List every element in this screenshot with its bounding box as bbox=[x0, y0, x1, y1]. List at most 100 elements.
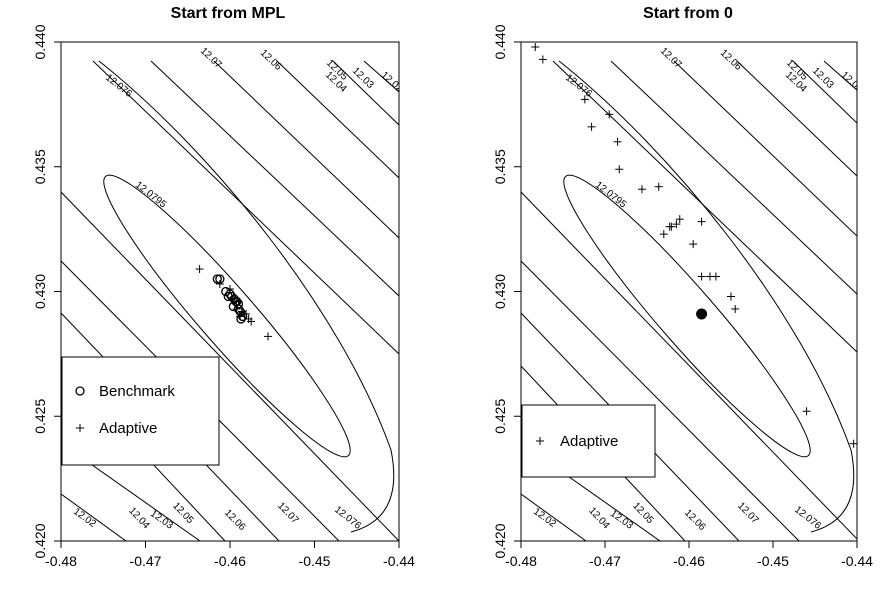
legend: Adaptive bbox=[521, 404, 656, 478]
adaptive-point bbox=[675, 215, 684, 224]
contour-line bbox=[736, 60, 857, 177]
adaptive-point bbox=[727, 292, 735, 301]
contour-label: 12.03 bbox=[350, 66, 376, 92]
contour-line-12-076 bbox=[558, 60, 855, 533]
contour-label: 12.02 bbox=[379, 70, 405, 95]
adaptive-point bbox=[226, 285, 234, 294]
x-tick-label: -0.47 bbox=[130, 553, 162, 569]
highlight-point bbox=[696, 308, 708, 320]
adaptive-point bbox=[711, 272, 720, 281]
contour-line bbox=[276, 60, 399, 179]
legend-label: Benchmark bbox=[99, 383, 175, 400]
adaptive-point bbox=[654, 182, 663, 191]
contour-label: 12.04 bbox=[126, 505, 151, 531]
y-tick-label: 0.420 bbox=[32, 523, 48, 558]
adaptive-point bbox=[637, 185, 646, 194]
contour-label: 12.0795 bbox=[133, 180, 169, 211]
contour-label: 12.02 bbox=[531, 506, 558, 530]
contour-label: 12.07 bbox=[275, 500, 301, 526]
contour-label: 12.02 bbox=[71, 506, 98, 530]
x-tick-label: -0.44 bbox=[841, 553, 873, 569]
adaptive-point bbox=[230, 294, 239, 303]
adaptive-point bbox=[580, 95, 589, 104]
y-tick-label: 0.430 bbox=[492, 274, 508, 309]
contour-label: 12.02 bbox=[839, 70, 865, 95]
adaptive-point bbox=[247, 317, 256, 326]
adaptive-point bbox=[849, 439, 858, 448]
benchmark-point bbox=[212, 274, 222, 284]
contour-line bbox=[552, 60, 857, 353]
adaptive-point bbox=[697, 272, 706, 281]
y-tick-label: 0.440 bbox=[492, 24, 508, 59]
y-tick-label: 0.435 bbox=[492, 149, 508, 184]
contour-line bbox=[610, 60, 857, 295]
contour-label: 12.06 bbox=[718, 48, 744, 74]
adaptive-point bbox=[215, 280, 224, 289]
contour-line bbox=[92, 60, 399, 355]
contour-label: 12.04 bbox=[586, 505, 611, 531]
adaptive-point bbox=[615, 165, 624, 174]
adaptive-point bbox=[264, 332, 273, 341]
adaptive-point bbox=[242, 309, 251, 318]
legend-label: Adaptive bbox=[99, 420, 157, 437]
contour-label: 12.07 bbox=[735, 500, 761, 526]
contour-line bbox=[213, 60, 399, 239]
adaptive-point bbox=[236, 312, 245, 321]
contour-line bbox=[61, 191, 399, 541]
benchmark-point bbox=[228, 301, 239, 312]
benchmark-point bbox=[223, 291, 233, 302]
adaptive-point bbox=[672, 220, 681, 229]
contour-line bbox=[61, 493, 127, 541]
y-tick-label: 0.435 bbox=[32, 149, 48, 184]
contour-line bbox=[363, 60, 399, 93]
contour-line bbox=[792, 60, 857, 124]
contour-label: 12.03 bbox=[148, 508, 175, 532]
adaptive-point bbox=[802, 407, 811, 416]
x-tick-label: -0.47 bbox=[589, 553, 621, 569]
adaptive-point bbox=[731, 304, 740, 313]
contour-label: 12.076 bbox=[332, 504, 363, 532]
x-tick-label: -0.46 bbox=[673, 553, 705, 569]
legend-symbol-circle bbox=[75, 386, 85, 396]
contour-label: 12.06 bbox=[222, 507, 248, 533]
adaptive-point bbox=[232, 304, 241, 313]
contour-label: 12.06 bbox=[258, 48, 284, 74]
contour-label: 12.06 bbox=[682, 507, 708, 533]
adaptive-point bbox=[531, 42, 540, 51]
adaptive-point bbox=[234, 297, 243, 306]
x-tick-label: -0.48 bbox=[45, 553, 77, 569]
adaptive-point bbox=[659, 230, 668, 239]
adaptive-point bbox=[605, 110, 614, 119]
x-tick-label: -0.45 bbox=[299, 553, 331, 569]
contour-label: 12.03 bbox=[608, 508, 635, 532]
y-tick-label: 0.425 bbox=[32, 399, 48, 434]
legend-symbol-plus bbox=[536, 437, 544, 445]
contour-line bbox=[521, 191, 857, 540]
adaptive-point bbox=[538, 55, 547, 64]
contour-line bbox=[521, 493, 587, 541]
chart-title: Start from 0 bbox=[643, 5, 733, 22]
adaptive-point bbox=[689, 240, 698, 249]
contour-ellipse-12-0795 bbox=[103, 174, 351, 458]
legend: Benchmark Adaptive bbox=[61, 356, 220, 466]
contour-label: 12.03 bbox=[810, 66, 836, 92]
legend-label: Adaptive bbox=[560, 433, 618, 450]
contour-line bbox=[823, 60, 857, 91]
contour-line bbox=[332, 60, 399, 126]
y-tick-label: 0.425 bbox=[492, 399, 508, 434]
chart-title: Start from MPL bbox=[171, 5, 286, 22]
x-tick-label: -0.48 bbox=[505, 553, 537, 569]
contour-label: 12.076 bbox=[792, 504, 823, 532]
contour-line bbox=[521, 260, 800, 541]
y-tick-label: 0.430 bbox=[32, 274, 48, 309]
x-tick-label: -0.45 bbox=[757, 553, 789, 569]
adaptive-point bbox=[667, 222, 676, 231]
legend-symbol-plus bbox=[76, 424, 84, 432]
adaptive-point bbox=[587, 122, 596, 131]
y-tick-label: 0.440 bbox=[32, 24, 48, 59]
x-tick-label: -0.44 bbox=[383, 553, 415, 569]
contour-label: 12.0795 bbox=[593, 180, 629, 211]
x-tick-label: -0.46 bbox=[214, 553, 246, 569]
